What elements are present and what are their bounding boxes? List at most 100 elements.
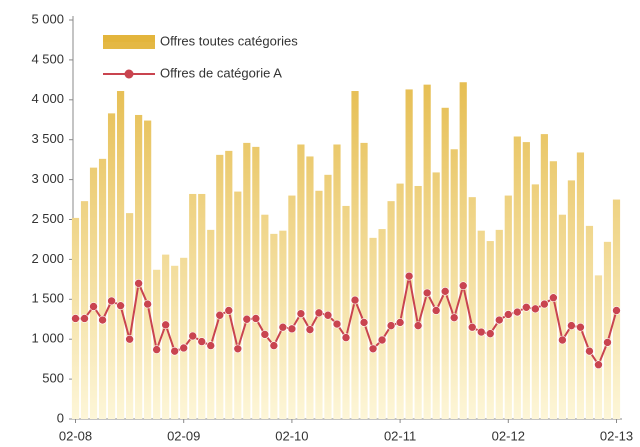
- bar: [414, 185, 422, 419]
- line-marker: [422, 288, 432, 298]
- line-marker: [576, 322, 585, 332]
- line-marker: [603, 338, 612, 347]
- line-marker: [386, 321, 396, 330]
- bar: [89, 167, 98, 419]
- bar: [423, 84, 431, 419]
- line-marker: [305, 325, 315, 334]
- x-tick-label: 02-11: [384, 428, 416, 443]
- bar: [504, 195, 512, 419]
- line-marker: [287, 324, 297, 334]
- line-marker: [170, 346, 179, 356]
- bar: [369, 237, 377, 419]
- line-marker: [540, 299, 549, 309]
- bar: [126, 213, 134, 419]
- y-tick-label: 5 000: [31, 11, 64, 26]
- bar: [360, 142, 368, 419]
- line-marker: [377, 335, 387, 345]
- x-tick-label: 02-09: [167, 428, 200, 443]
- bar: [288, 195, 296, 419]
- bar: [243, 142, 251, 419]
- bar: [585, 225, 594, 419]
- line-marker: [558, 335, 567, 345]
- line-marker: [251, 314, 261, 323]
- line-marker: [567, 321, 576, 330]
- line-marker: [476, 327, 486, 337]
- bar: [549, 161, 557, 419]
- line-marker: [233, 344, 243, 354]
- line-marker: [485, 329, 495, 338]
- line-marker: [125, 334, 134, 344]
- bar: [558, 214, 566, 419]
- line-marker: [197, 337, 207, 346]
- line-marker: [503, 310, 513, 319]
- line-marker: [368, 344, 378, 354]
- bar: [252, 146, 260, 419]
- line-marker: [323, 310, 333, 320]
- bar: [468, 197, 476, 419]
- line-marker: [531, 304, 540, 314]
- line-marker: [80, 314, 89, 323]
- line-marker: [585, 346, 594, 356]
- bar: [333, 144, 341, 419]
- bar: [98, 158, 107, 420]
- x-tick-label: 02-13: [600, 428, 633, 443]
- x-tick-label: 02-10: [275, 428, 308, 443]
- legend-label: Offres de catégorie A: [160, 65, 282, 80]
- line-marker: [594, 360, 603, 370]
- bar: [351, 91, 359, 419]
- line-marker: [98, 315, 107, 325]
- bar: [171, 265, 179, 419]
- line-marker: [494, 315, 504, 325]
- bar: [495, 229, 503, 419]
- line-marker: [107, 296, 116, 306]
- y-tick-label: 500: [42, 371, 64, 386]
- line-marker: [549, 293, 558, 303]
- line-marker: [224, 306, 234, 315]
- line-marker: [152, 345, 161, 354]
- bar: [297, 144, 305, 419]
- line-marker: [89, 302, 98, 311]
- x-tick-label: 02-12: [492, 428, 525, 443]
- bar: [107, 113, 116, 419]
- line-marker: [359, 318, 369, 327]
- line-marker: [215, 310, 225, 320]
- y-tick-label: 3 000: [31, 171, 64, 186]
- line-marker: [522, 302, 531, 312]
- y-tick-label: 1 000: [31, 331, 64, 346]
- bar: [459, 82, 467, 419]
- bar: [441, 107, 449, 419]
- line-marker: [314, 308, 324, 318]
- bar: [378, 229, 386, 419]
- bar: [405, 89, 413, 420]
- line-marker: [440, 287, 450, 296]
- line-marker: [188, 331, 198, 341]
- y-tick-label: 0: [57, 410, 64, 425]
- y-tick-label: 1 500: [31, 291, 64, 306]
- line-marker: [467, 322, 477, 332]
- bar: [531, 184, 539, 419]
- line-marker: [206, 341, 216, 350]
- bar: [540, 134, 548, 419]
- line-marker: [269, 341, 279, 350]
- bar: [144, 120, 152, 419]
- y-tick-label: 2 000: [31, 251, 64, 266]
- line-marker: [134, 279, 143, 288]
- bar: [522, 142, 530, 419]
- bar: [225, 150, 233, 419]
- line-marker: [612, 306, 621, 315]
- line-marker: [332, 319, 342, 329]
- bar: [261, 214, 269, 419]
- y-tick-label: 4 000: [31, 91, 64, 106]
- bar: [116, 91, 125, 419]
- bar: [153, 269, 161, 419]
- bar: [180, 257, 188, 419]
- line-marker: [260, 330, 270, 339]
- line-marker: [116, 301, 125, 310]
- legend-swatch-top: [103, 35, 155, 42]
- line-marker: [413, 321, 423, 330]
- bar: [270, 233, 278, 419]
- line-marker: [278, 322, 288, 332]
- line-marker: [296, 309, 306, 318]
- bar: [306, 156, 314, 419]
- line-marker: [431, 306, 441, 315]
